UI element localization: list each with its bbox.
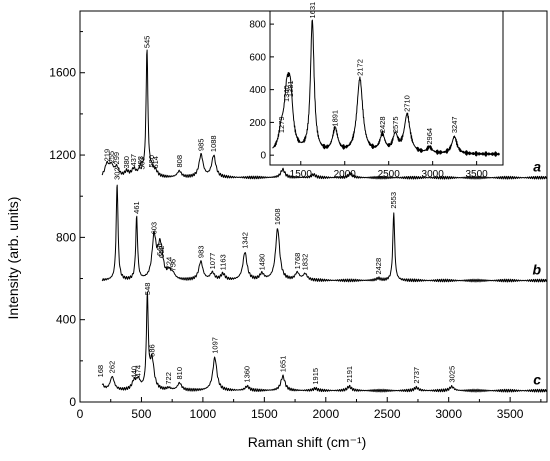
inset-peak-label: 1279: [277, 116, 286, 133]
peak-label: 2553: [389, 192, 398, 209]
peak-label: 1651: [278, 356, 287, 373]
peak-label: 1163: [218, 254, 227, 270]
peak-label: 299: [112, 152, 121, 165]
peak-label: 1768: [293, 253, 302, 270]
inset-x-tick-label: 1500: [290, 169, 313, 180]
x-tick-label: 2000: [312, 407, 339, 421]
inset-x-tick-label: 3500: [465, 169, 488, 180]
peak-label: 474: [134, 365, 143, 378]
peak-label: 548: [143, 283, 152, 296]
inset-series-line: [272, 19, 500, 157]
peak-label: 662: [157, 246, 166, 259]
x-tick-label: 1500: [251, 407, 278, 421]
peak-label: 810: [175, 367, 184, 380]
inset-series: [272, 19, 500, 157]
peak-label: 219: [102, 149, 111, 162]
series-a-line: [101, 49, 548, 180]
y-tick-label: 1600: [49, 66, 76, 80]
peak-label: 985: [197, 139, 206, 152]
x-tick-label: 0: [77, 407, 84, 421]
peak-label: 1077: [208, 253, 217, 270]
peak-label: 646: [155, 243, 164, 256]
main-plot: 0 500 1000 1500 2000 2500 3000 3500040080012001…: [5, 10, 548, 450]
peak-label: 722: [164, 372, 173, 385]
x-axis-title: Raman shift (cm⁻¹): [248, 434, 367, 450]
inset-peak-label: 1340: [282, 85, 291, 102]
inset-y-tick-label: 800: [249, 20, 266, 31]
series-b-label: b: [532, 262, 541, 278]
peak-label: 983: [196, 246, 205, 259]
peak-label: 756: [168, 259, 177, 272]
inset-peak-label: 2964: [425, 128, 434, 145]
x-tick-label: 3000: [435, 407, 462, 421]
peak-label: 1608: [273, 208, 282, 225]
inset-plot: 1500 2000 2500 3000 3500 0 200 400 600 800 1279 13…: [249, 2, 504, 180]
peak-label: 380: [122, 156, 131, 169]
inset-plot-frame: [269, 10, 504, 166]
x-tick-label: 500: [131, 407, 151, 421]
series-a-label: a: [533, 159, 541, 175]
peak-label: 255: [107, 151, 116, 164]
y-tick-label: 800: [56, 230, 76, 244]
inset-peak-label: 2428: [378, 116, 387, 133]
peak-label: 437: [129, 154, 138, 167]
series-c-label: c: [533, 372, 541, 388]
inset-y-tick-label: 600: [249, 52, 266, 63]
peak-label: 614: [151, 156, 160, 169]
peak-label: 603: [150, 222, 159, 235]
peak-label: 461: [132, 201, 141, 214]
main-axes: 0 500 1000 1500 2000 2500 3000 3500040080012001…: [49, 10, 548, 421]
inset-x-tick-label: 2500: [378, 169, 401, 180]
series-b-line: [101, 184, 548, 283]
inset-peak-label: 2575: [391, 116, 400, 133]
inset-peak-label: 3247: [450, 116, 459, 133]
peak-label: 1097: [210, 337, 219, 354]
y-tick-label: 400: [56, 313, 76, 327]
peak-label: 168: [96, 365, 105, 378]
peak-label: 1832: [301, 254, 310, 271]
peak-label: 503: [137, 157, 146, 170]
peak-label: 586: [148, 344, 157, 357]
peak-label: 1342: [240, 232, 249, 249]
peak-label: 724: [164, 257, 173, 270]
x-tick-label: 3500: [497, 407, 524, 421]
inset-peak-label: 1891: [331, 110, 340, 127]
x-tick-label: 1000: [190, 407, 217, 421]
peak-label: 1088: [209, 135, 218, 152]
peak-label: 2428: [374, 258, 383, 275]
inset-peak-label: 2172: [355, 59, 364, 76]
peak-label: 440: [130, 366, 139, 379]
peak-label: 493: [136, 156, 145, 169]
inset-y-tick-label: 0: [260, 151, 266, 162]
peak-label: 1915: [311, 368, 320, 385]
y-tick-label: 1200: [49, 148, 76, 162]
peak-label: 1480: [257, 254, 266, 271]
inset-peak-label: 1631: [308, 2, 317, 19]
inset-y-tick-label: 400: [249, 85, 266, 96]
peak-label: 262: [108, 361, 117, 374]
inset-x-tick-label: 3000: [422, 169, 445, 180]
peak-label: 3025: [447, 366, 456, 383]
inset-axes: 1500 2000 2500 3000 3500 0 200 400 600 800: [249, 10, 504, 180]
inset-peak-label: 2710: [403, 95, 412, 112]
peak-label: 1360: [243, 366, 252, 383]
peak-label: 302: [113, 167, 122, 180]
peak-label: 580: [147, 155, 156, 168]
peak-label: 545: [142, 36, 151, 49]
inset-x-tick-label: 2000: [334, 169, 357, 180]
inset-peak-label: 1381: [286, 80, 295, 97]
y-axis-title: Intensity (arb. units): [5, 197, 21, 320]
series-c-line: [101, 291, 548, 393]
inset-y-tick-label: 200: [249, 118, 266, 129]
peak-label: 2737: [412, 367, 421, 384]
main-series: a b c: [101, 49, 548, 393]
x-tick-label: 2500: [374, 407, 401, 421]
y-tick-label: 0: [69, 395, 76, 409]
peak-label: 2191: [345, 366, 354, 383]
peak-label: 808: [175, 155, 184, 168]
